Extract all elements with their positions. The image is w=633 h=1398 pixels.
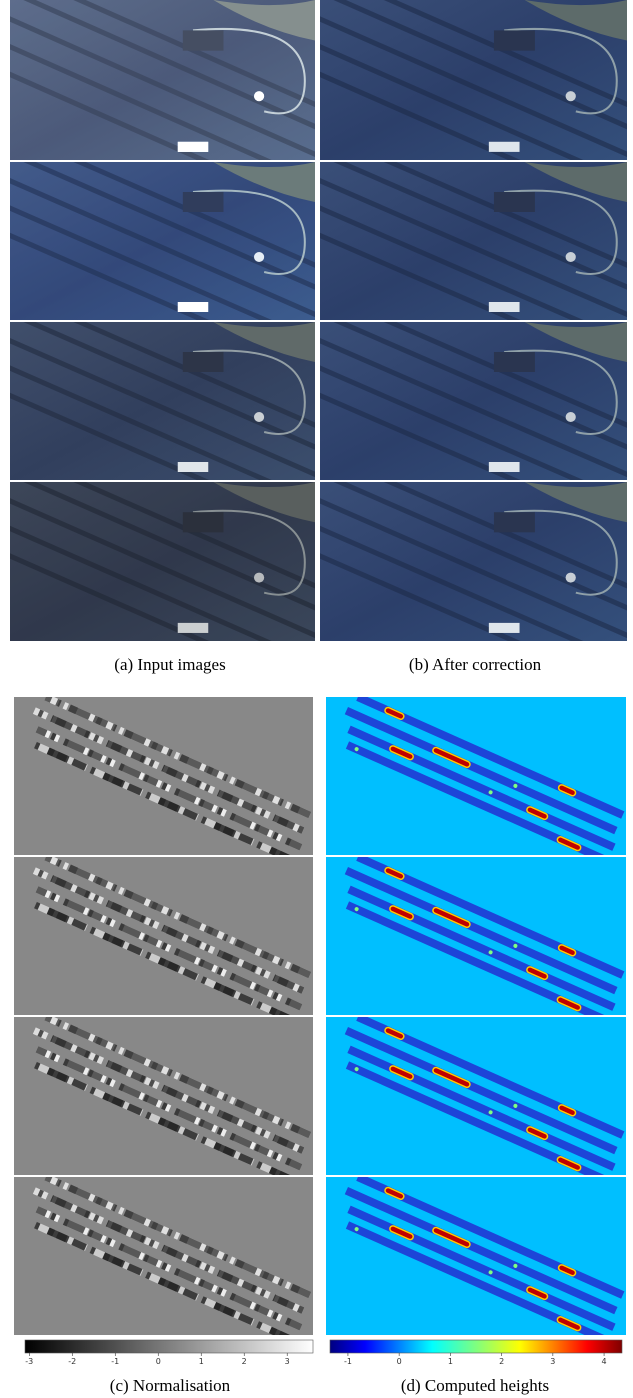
tick-label: 3 [550, 1357, 555, 1366]
tick-label: -2 [68, 1357, 76, 1366]
tick-label: 4 [602, 1357, 607, 1366]
tick-label: -1 [344, 1357, 352, 1366]
caption: (b) After correction [409, 655, 542, 674]
figure: (a) Input images (b) After correction -3… [0, 0, 633, 1398]
tick-label: 1 [448, 1357, 453, 1366]
tick-label: 2 [242, 1357, 247, 1366]
colorbar [330, 1340, 622, 1353]
colorbar [25, 1340, 313, 1353]
caption: (d) Computed heights [401, 1376, 549, 1395]
tick-label: -3 [25, 1357, 33, 1366]
tick-label: 0 [397, 1357, 402, 1366]
tick-label: 3 [285, 1357, 290, 1366]
caption: (a) Input images [114, 655, 225, 674]
tick-label: 2 [499, 1357, 504, 1366]
caption: (c) Normalisation [110, 1376, 231, 1395]
tick-label: 0 [156, 1357, 161, 1366]
tick-label: 1 [199, 1357, 204, 1366]
tick-label: -1 [111, 1357, 119, 1366]
